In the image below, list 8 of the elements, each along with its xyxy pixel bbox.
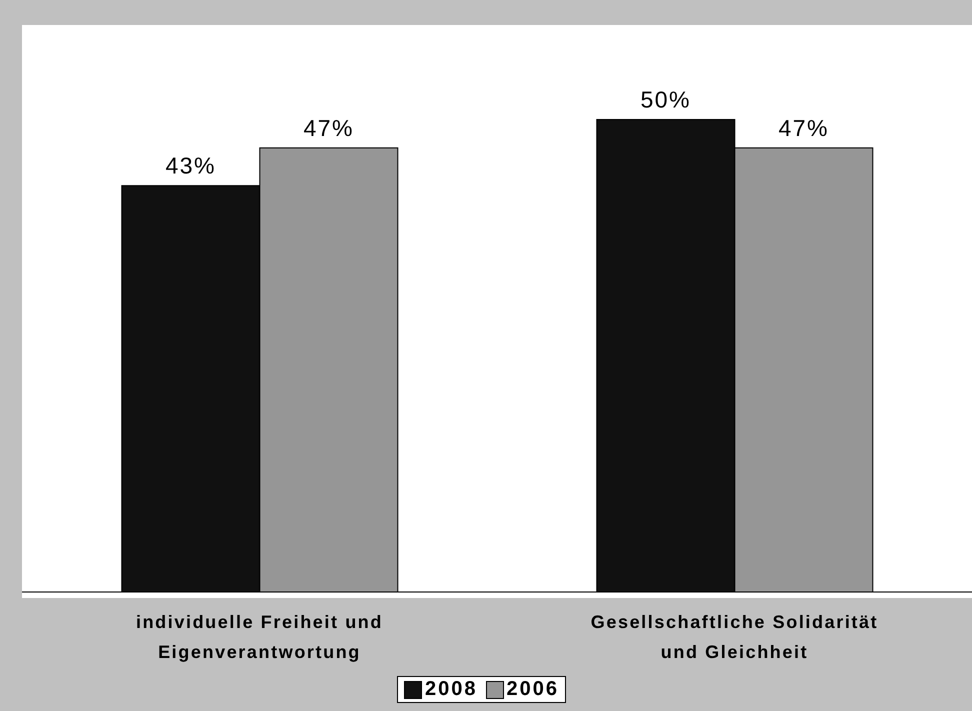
x-tick-label: Gesellschaftliche Solidarität und Gleichheit [590,612,878,662]
data-label: 47% [303,114,354,141]
legend-label: 2006 [506,678,559,701]
data-label: 47% [778,114,830,141]
x-tick-label: individuelle Freiheit und Eigenverantwortung [136,612,384,662]
legend-label: 2008 [425,678,478,701]
data-label: 50% [640,86,692,112]
data-label: 43% [165,152,216,179]
